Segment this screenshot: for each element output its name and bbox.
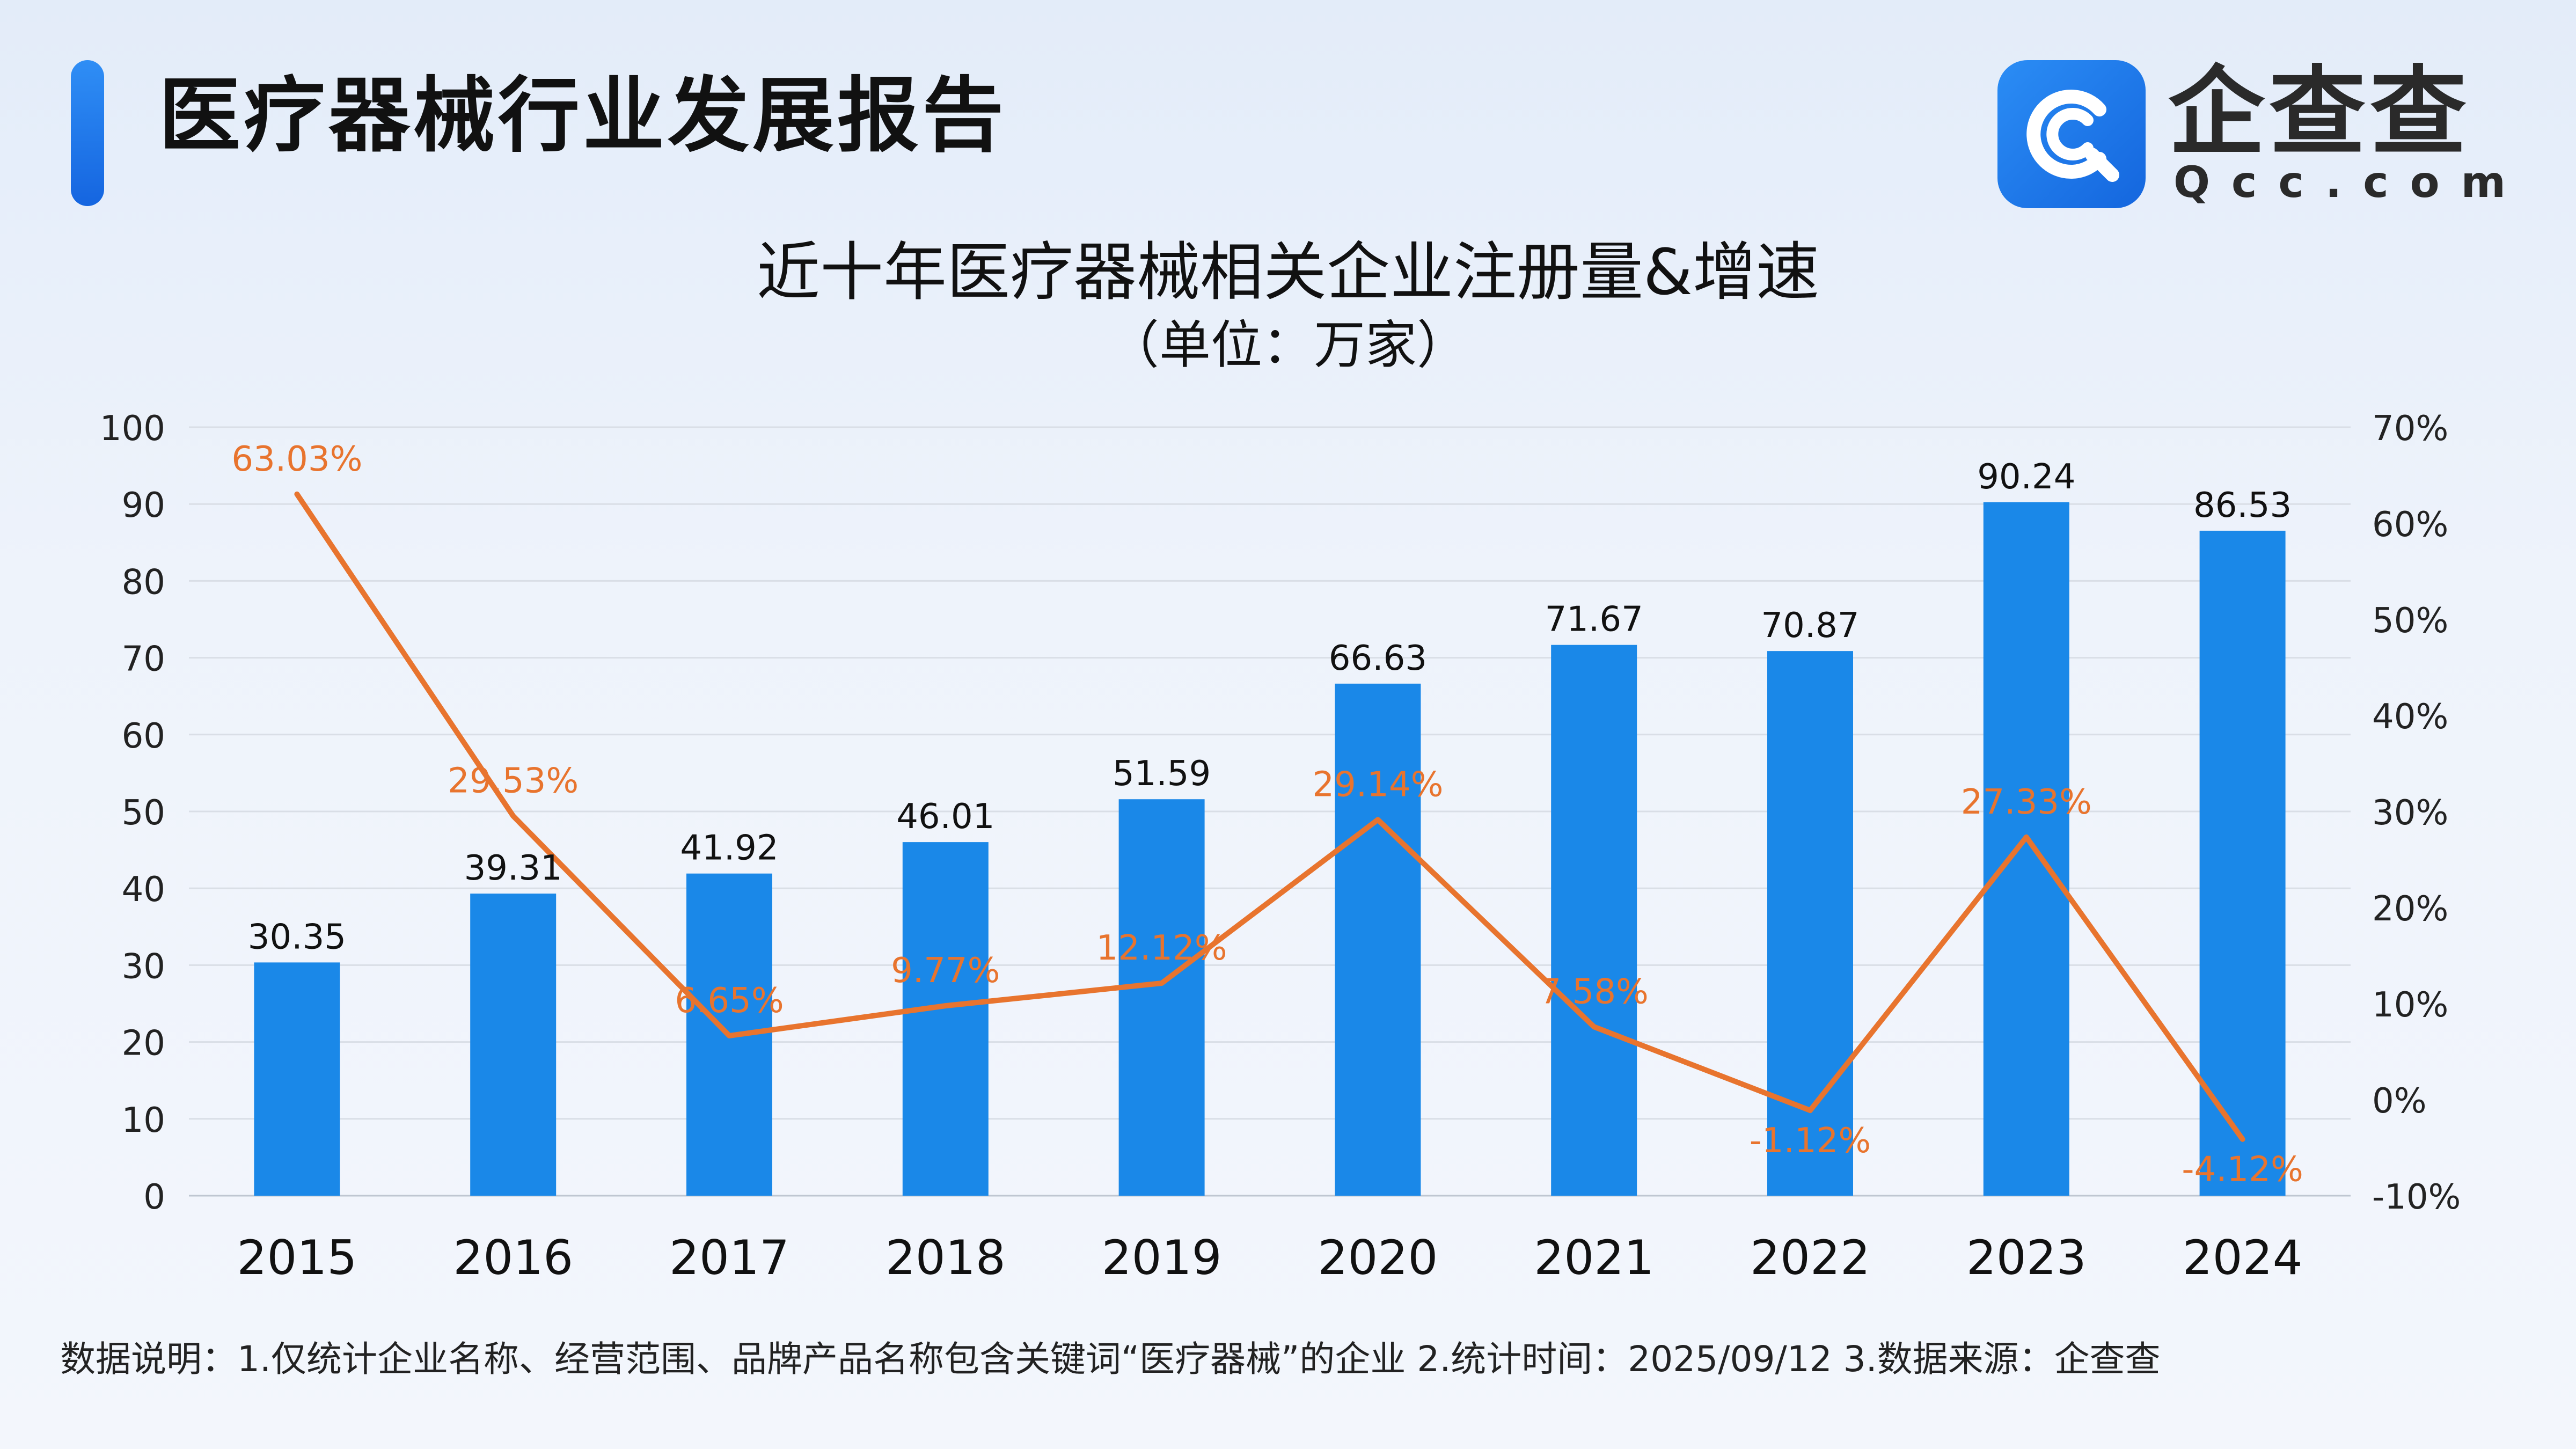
chart-subtitle: （单位：万家） [1108,315,1468,375]
bar [902,842,989,1196]
y-left-tick-label: 90 [122,486,165,525]
x-tick-label: 2018 [885,1230,1006,1285]
bar [254,962,340,1196]
growth-value-label: 12.12% [1096,928,1227,968]
header-accent-bar [71,60,104,206]
growth-point [727,1033,731,1038]
y-right-tick-label: 50% [2372,601,2448,641]
bar-value-label: 51.59 [1113,754,1211,794]
bar [1118,799,1205,1196]
growth-value-label: 63.03% [231,440,362,479]
bar [2199,530,2286,1196]
bar-value-label: 70.87 [1761,606,1859,646]
x-tick-label: 2019 [1102,1230,1222,1285]
growth-value-label: 27.33% [1961,782,2092,822]
y-left-tick-label: 20 [122,1024,165,1064]
y-right-tick-label: 10% [2372,985,2448,1025]
growth-value-label: 7.58% [1540,972,1649,1012]
x-tick-label: 2017 [669,1230,789,1285]
bar-value-label: 41.92 [680,829,778,868]
y-right-tick-label: 20% [2372,889,2448,929]
growth-point [511,814,516,818]
growth-point [943,1004,948,1008]
qcc-logo-icon [1997,60,2146,208]
x-tick-label: 2022 [1750,1230,1870,1285]
growth-value-label: -1.12% [1750,1121,1871,1161]
y-right-tick-label: 0% [2372,1081,2427,1121]
qcc-logo-mark [2026,90,2119,182]
bar-value-label: 86.53 [2193,486,2292,525]
y-left-tick-label: 50 [122,793,165,833]
y-right-tick-label: -10% [2372,1177,2461,1217]
bar-value-label: 71.67 [1545,600,1643,640]
x-tick-label: 2015 [237,1230,357,1285]
growth-point [295,492,299,496]
y-left-tick-label: 100 [100,409,165,449]
x-tick-label: 2024 [2183,1230,2303,1285]
x-tick-label: 2016 [453,1230,573,1285]
growth-line [294,491,2245,1142]
bar-value-label: 39.31 [464,848,562,888]
y-left-tick-label: 30 [122,947,165,986]
y-left-tick-label: 40 [122,870,165,910]
chart-title: 近十年医疗器械相关企业注册量&增速 [757,235,1819,309]
growth-point [1592,1024,1597,1029]
y-right-tick-label: 30% [2372,793,2448,833]
bar [1551,645,1637,1196]
growth-point [1808,1108,1812,1113]
growth-point [1375,817,1380,822]
y-left-tick-label: 0 [143,1177,165,1217]
bar-value-label: 90.24 [1977,457,2075,497]
growth-point [2024,835,2029,839]
y-left-tick-label: 70 [122,640,165,679]
growth-value-label: 29.14% [1312,765,1443,804]
y-right-tick-label: 40% [2372,697,2448,737]
y-left-tick-label: 10 [122,1101,165,1140]
bar [1335,683,1421,1196]
bar [1767,651,1853,1196]
y-right-tick-label: 70% [2372,409,2448,449]
growth-value-label: 9.77% [891,951,1000,991]
bar [1983,502,2069,1196]
growth-value-label: 6.65% [675,981,784,1021]
page-title: 医疗器械行业发展报告 [159,68,1007,163]
growth-point [1159,981,1164,986]
bar-value-label: 30.35 [248,917,346,957]
growth-value-label: 29.53% [448,761,579,801]
growth-point [2240,1137,2245,1141]
y-right-tick-label: 60% [2372,505,2448,545]
bar-value-label: 66.63 [1329,639,1427,678]
bar [470,894,557,1196]
y-left-tick-label: 80 [122,562,165,602]
brand-domain: Qcc.com [2174,157,2527,207]
x-tick-label: 2020 [1318,1230,1438,1285]
x-tick-label: 2021 [1534,1230,1654,1285]
y-left-tick-label: 60 [122,716,165,756]
x-tick-label: 2023 [1966,1230,2087,1285]
growth-value-label: -4.12% [2182,1150,2303,1190]
data-footnote: 数据说明：1.仅统计企业名称、经营范围、品牌产品名称包含关键词“医疗器械”的企业… [60,1338,2161,1380]
brand-name: 企查查 [2168,56,2471,169]
bar-value-label: 46.01 [896,797,994,837]
